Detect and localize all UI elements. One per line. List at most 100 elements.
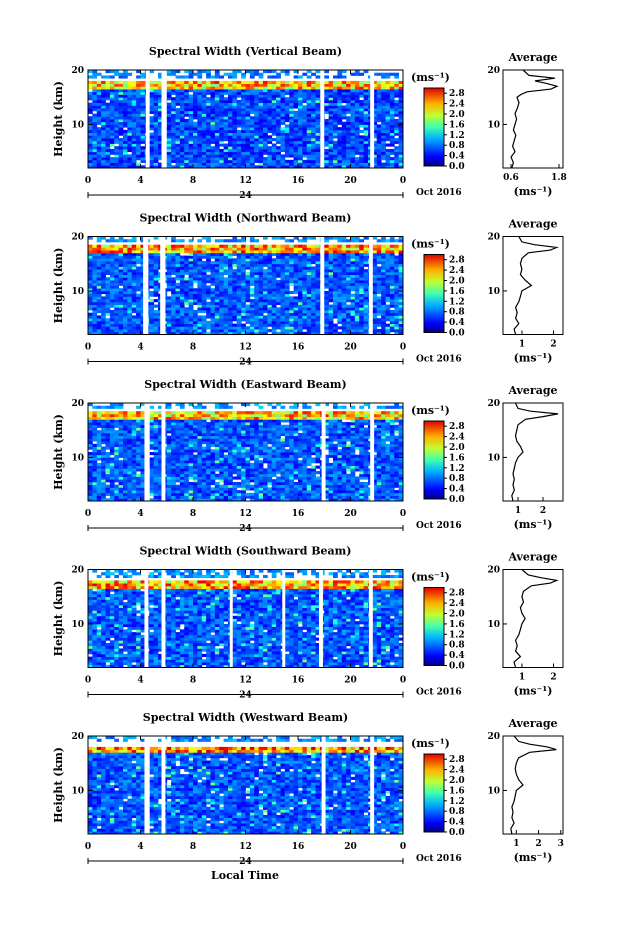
heatmap-cell: [363, 280, 369, 284]
heatmap-cell: [88, 247, 93, 251]
heatmap-cell: [136, 75, 141, 79]
heatmap-cell: [118, 280, 124, 284]
heatmap-cell: [341, 70, 347, 74]
heatmap-cell: [214, 108, 220, 112]
heatmap-cell: [258, 108, 264, 112]
heatmap-cell: [276, 269, 281, 273]
heatmap-cell: [228, 102, 233, 106]
heatmap-cell: [271, 143, 277, 147]
heatmap-cell: [276, 138, 281, 142]
heatmap-cell: [123, 244, 128, 248]
heatmap-cell: [223, 86, 229, 90]
heatmap-cell: [228, 140, 233, 144]
heatmap-cell: [280, 282, 286, 286]
heatmap-cell: [350, 86, 356, 90]
heatmap-cell: [219, 301, 225, 305]
heatmap-cell: [188, 157, 194, 161]
heatmap-cell: [232, 75, 238, 79]
heatmap-cell: [236, 331, 242, 335]
heatmap-cell: [289, 258, 295, 262]
heatmap-cell: [254, 315, 260, 319]
heatmap-cell: [333, 331, 338, 335]
heatmap-cell: [258, 121, 264, 125]
heatmap-cell: [105, 80, 111, 85]
heatmap-cell: [398, 86, 404, 90]
heatmap-cell: [92, 416, 98, 420]
heatmap-cell: [219, 97, 225, 101]
heatmap-cell: [184, 143, 190, 147]
heatmap-cell: [263, 271, 268, 276]
heatmap-cell: [232, 86, 238, 90]
heatmap-cell: [92, 490, 98, 494]
heatmap-cell: [333, 326, 338, 330]
heatmap-cell: [350, 255, 356, 259]
heatmap-cell: [131, 146, 137, 150]
heatmap-cell: [298, 277, 303, 281]
heatmap-cell: [293, 89, 299, 93]
heatmap-cell: [394, 320, 400, 325]
heatmap-cell: [109, 162, 115, 166]
heatmap-cell: [153, 89, 159, 93]
heatmap-cell: [258, 320, 264, 325]
heatmap-cell: [109, 285, 115, 289]
heatmap-cell: [88, 484, 93, 488]
heatmap-cell: [311, 290, 316, 295]
heatmap-cell: [114, 157, 120, 161]
heatmap-cell: [153, 157, 159, 161]
heatmap-cell: [109, 138, 115, 142]
heatmap-cell: [101, 244, 106, 248]
heatmap-cell: [293, 75, 299, 79]
heatmap-cell: [228, 138, 233, 142]
heatmap-cell: [210, 326, 216, 330]
heatmap-cell: [258, 97, 264, 101]
heatmap-cell: [158, 80, 163, 85]
heatmap-cell: [96, 127, 102, 131]
heatmap-cell: [96, 471, 102, 475]
heatmap-cell: [184, 138, 190, 142]
heatmap-cell: [363, 331, 369, 335]
heatmap-cell: [341, 127, 347, 131]
heatmap-cell: [206, 121, 211, 125]
heatmap-cell: [232, 301, 238, 305]
heatmap-cell: [306, 326, 312, 330]
heatmap-cell: [197, 326, 203, 330]
heatmap-cell: [214, 110, 220, 114]
heatmap-cell: [114, 86, 120, 90]
heatmap-cell: [293, 94, 299, 98]
heatmap-cell: [363, 288, 369, 292]
heatmap-cell: [171, 244, 176, 248]
heatmap-cell: [153, 271, 159, 276]
heatmap-cell: [389, 80, 395, 85]
heatmap-cell: [328, 307, 334, 311]
heatmap-cell: [210, 151, 216, 155]
heatmap-cell: [158, 143, 163, 147]
heatmap-cell: [96, 255, 102, 259]
heatmap-cell: [105, 159, 111, 163]
heatmap-cell: [302, 331, 308, 335]
heatmap-cell: [236, 140, 242, 144]
heatmap-cell: [188, 116, 194, 120]
heatmap-cell: [96, 282, 102, 286]
heatmap-cell: [92, 301, 98, 305]
heatmap-cell: [118, 266, 124, 270]
heatmap-cell: [175, 290, 181, 295]
heatmap-cell: [302, 307, 308, 311]
heatmap-cell: [88, 430, 93, 434]
heatmap-cell: [118, 323, 124, 327]
heatmap-cell: [249, 138, 255, 142]
heatmap-cell: [175, 318, 181, 322]
heatmap-cell: [149, 140, 155, 144]
heatmap-cell: [328, 293, 334, 297]
heatmap-cell: [372, 266, 378, 270]
heatmap-cell: [92, 438, 98, 442]
heatmap-cell: [228, 280, 233, 284]
heatmap-cell: [219, 110, 225, 114]
heatmap-cell: [263, 323, 268, 327]
heatmap-cell: [158, 105, 163, 109]
heatmap-cell: [254, 323, 260, 327]
heatmap-cell: [258, 116, 264, 120]
heatmap-cell: [284, 105, 290, 109]
heatmap-cell: [389, 329, 395, 333]
heatmap-cell: [92, 263, 98, 267]
heatmap-cell: [96, 462, 102, 467]
